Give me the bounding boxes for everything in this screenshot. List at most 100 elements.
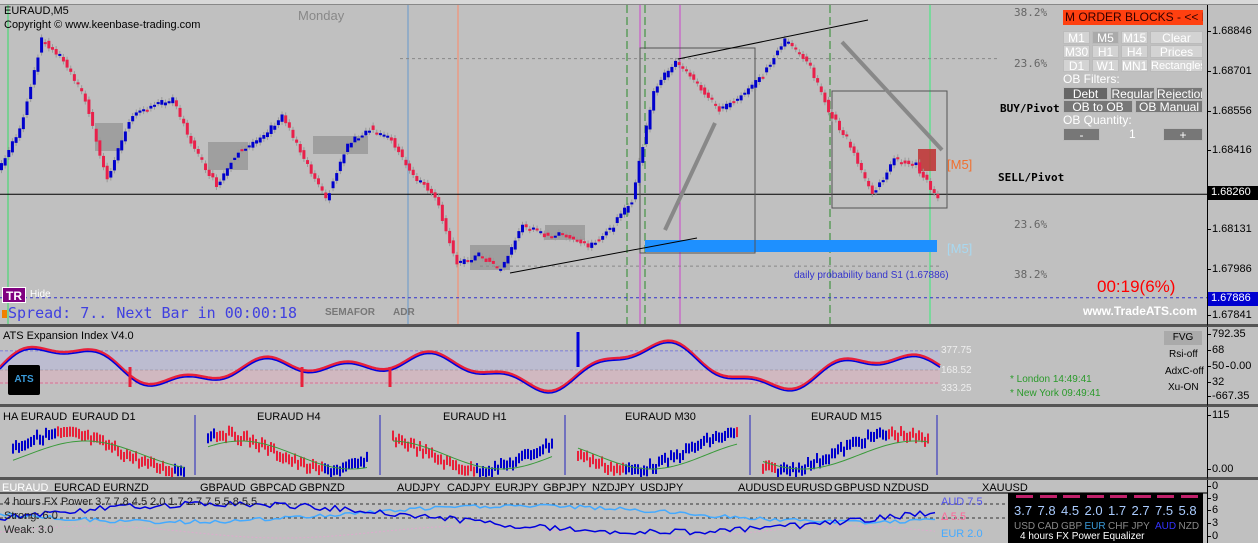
- xu-toggle[interactable]: Xu-ON: [1168, 382, 1199, 393]
- filter-rejection-button[interactable]: Rejection: [1156, 87, 1203, 100]
- candle: [728, 102, 732, 108]
- fib-label-top: 38.2%: [1014, 6, 1048, 19]
- ats-expansion-pane[interactable]: ATS Expansion Index V4.0 ATS 377.75 168.…: [0, 327, 1207, 407]
- rsi-toggle[interactable]: Rsi-off: [1169, 349, 1198, 360]
- pair-label-gbpnzd[interactable]: GBPNZD: [299, 482, 345, 494]
- candle: [378, 133, 382, 136]
- pair-label-nzdusd[interactable]: NZDUSD: [883, 482, 929, 494]
- tf-m15-button[interactable]: M15: [1121, 31, 1148, 44]
- level-label: 333.25: [941, 383, 972, 394]
- pair-label-eurjpy[interactable]: EURJPY: [495, 482, 539, 494]
- candle: [899, 162, 903, 165]
- equalizer-currency: AUD: [1155, 521, 1177, 532]
- pair-label-cadjpy[interactable]: CADJPY: [447, 482, 491, 494]
- order-blocks-title[interactable]: M ORDER BLOCKS - << HI: [1063, 10, 1203, 25]
- ob-manual-button[interactable]: OB Manual: [1135, 100, 1203, 113]
- tf-m1-button[interactable]: M1: [1063, 31, 1090, 44]
- pair-label-eurnzd[interactable]: EURNZD: [103, 482, 149, 494]
- tf-mn1-button[interactable]: MN1: [1121, 59, 1148, 72]
- candle: [433, 192, 437, 198]
- candle: [528, 228, 532, 231]
- ob-tag-lower: [M5]: [947, 241, 973, 256]
- price-axis[interactable]: 1.68846 1.68701 1.68556 1.68416 1.68131 …: [1207, 5, 1258, 327]
- price-chart[interactable]: [0, 5, 1207, 324]
- main-chart-pane[interactable]: EURAUD,M5 Copyright © www.keenbase-tradi…: [0, 5, 1207, 327]
- direction-arrow: [840, 40, 944, 152]
- price-tick: 1.68846: [1208, 25, 1252, 37]
- pair-label-gbpcad[interactable]: GBPCAD: [250, 482, 297, 494]
- candle: [196, 149, 200, 154]
- filter-regular-button[interactable]: Regular: [1110, 87, 1155, 100]
- expansion-line-red: [0, 339, 941, 393]
- candle: [327, 193, 331, 201]
- price-tick: 1.68701: [1208, 65, 1252, 77]
- candle: [710, 97, 714, 100]
- candle: [167, 101, 171, 104]
- equalizer-currency: NZD: [1178, 521, 1200, 532]
- quantity-value[interactable]: 1: [1129, 127, 1136, 141]
- equalizer-currency: GBP: [1061, 521, 1083, 532]
- candle: [604, 231, 608, 236]
- candle: [823, 92, 827, 103]
- tf-m5-button[interactable]: M5: [1092, 31, 1119, 44]
- candle: [160, 100, 164, 105]
- pair-label-euraud[interactable]: EURAUD: [2, 482, 49, 494]
- candle: [670, 66, 674, 73]
- tf-w1-button[interactable]: W1: [1092, 59, 1119, 72]
- rectangles-button[interactable]: Rectangles: [1150, 59, 1203, 72]
- hide-button[interactable]: Hide: [30, 289, 51, 300]
- candle: [521, 224, 525, 233]
- candle: [582, 241, 586, 244]
- candle: [360, 135, 364, 138]
- pair-label-audusd[interactable]: AUDUSD: [738, 482, 785, 494]
- candle: [619, 213, 623, 219]
- mini-moving-average: [762, 440, 929, 470]
- candle: [564, 234, 568, 238]
- filter-debt-button[interactable]: Debt: [1063, 87, 1108, 100]
- clear-button[interactable]: Clear: [1150, 31, 1203, 44]
- tf-m30-button[interactable]: M30: [1063, 45, 1090, 58]
- spread-marker: [2, 310, 7, 318]
- trend-line: [677, 19, 869, 60]
- pair-label-gbpaud[interactable]: GBPAUD: [200, 482, 246, 494]
- fx-axis: 0 9 6 3 0: [1207, 480, 1258, 543]
- tf-h4-button[interactable]: H4: [1121, 45, 1148, 58]
- tf-d1-button[interactable]: D1: [1063, 59, 1090, 72]
- pair-label-eurcad[interactable]: EURCAD: [54, 482, 101, 494]
- candle: [163, 102, 167, 106]
- prices-button[interactable]: Prices: [1150, 45, 1203, 58]
- candle: [142, 109, 146, 112]
- candle: [699, 85, 703, 91]
- mini-chart-label: EURAUD D1: [72, 411, 136, 423]
- candle: [451, 240, 455, 254]
- adx-toggle[interactable]: AdxC-off: [1165, 366, 1204, 377]
- candle: [929, 180, 933, 190]
- fx-power-pane[interactable]: 4 hours FX Power 3.7 7.8 4.5 2.0 1.7 2.7…: [0, 480, 1207, 543]
- indicator-tick: 68: [1207, 344, 1225, 356]
- pair-label-gbpjpy[interactable]: GBPJPY: [543, 482, 587, 494]
- candle: [462, 259, 466, 265]
- tr-badge[interactable]: TR: [2, 287, 26, 303]
- candle: [790, 42, 794, 47]
- indicator-tick: 50: [1207, 360, 1225, 372]
- quantity-minus-button[interactable]: -: [1063, 128, 1100, 141]
- candle: [185, 122, 189, 135]
- mini-tick: 115: [1208, 409, 1230, 421]
- fvg-button[interactable]: FVG: [1164, 331, 1202, 345]
- ob-to-ob-button[interactable]: OB to OB: [1063, 100, 1133, 113]
- multi-timeframe-pane[interactable]: HA EURAUD EURAUD D1 EURAUD H4 EURAUD H1 …: [0, 407, 1207, 480]
- pair-label-gbpusd[interactable]: GBPUSD: [834, 482, 881, 494]
- pair-label-eurusd[interactable]: EURUSD: [786, 482, 833, 494]
- pair-label-audjpy[interactable]: AUDJPY: [397, 482, 441, 494]
- candle: [739, 95, 743, 101]
- tf-h1-button[interactable]: H1: [1092, 45, 1119, 58]
- aud-strength-label: AUD 7.5: [941, 496, 983, 508]
- pair-label-nzdjpy[interactable]: NZDJPY: [592, 482, 635, 494]
- candle: [633, 182, 637, 200]
- candle: [837, 120, 841, 131]
- quantity-plus-button[interactable]: +: [1163, 128, 1203, 141]
- pair-label-usdjpy[interactable]: USDJPY: [640, 482, 684, 494]
- candle: [513, 240, 517, 250]
- candle: [295, 139, 299, 143]
- pair-label-xauusd[interactable]: XAUUSD: [982, 482, 1028, 494]
